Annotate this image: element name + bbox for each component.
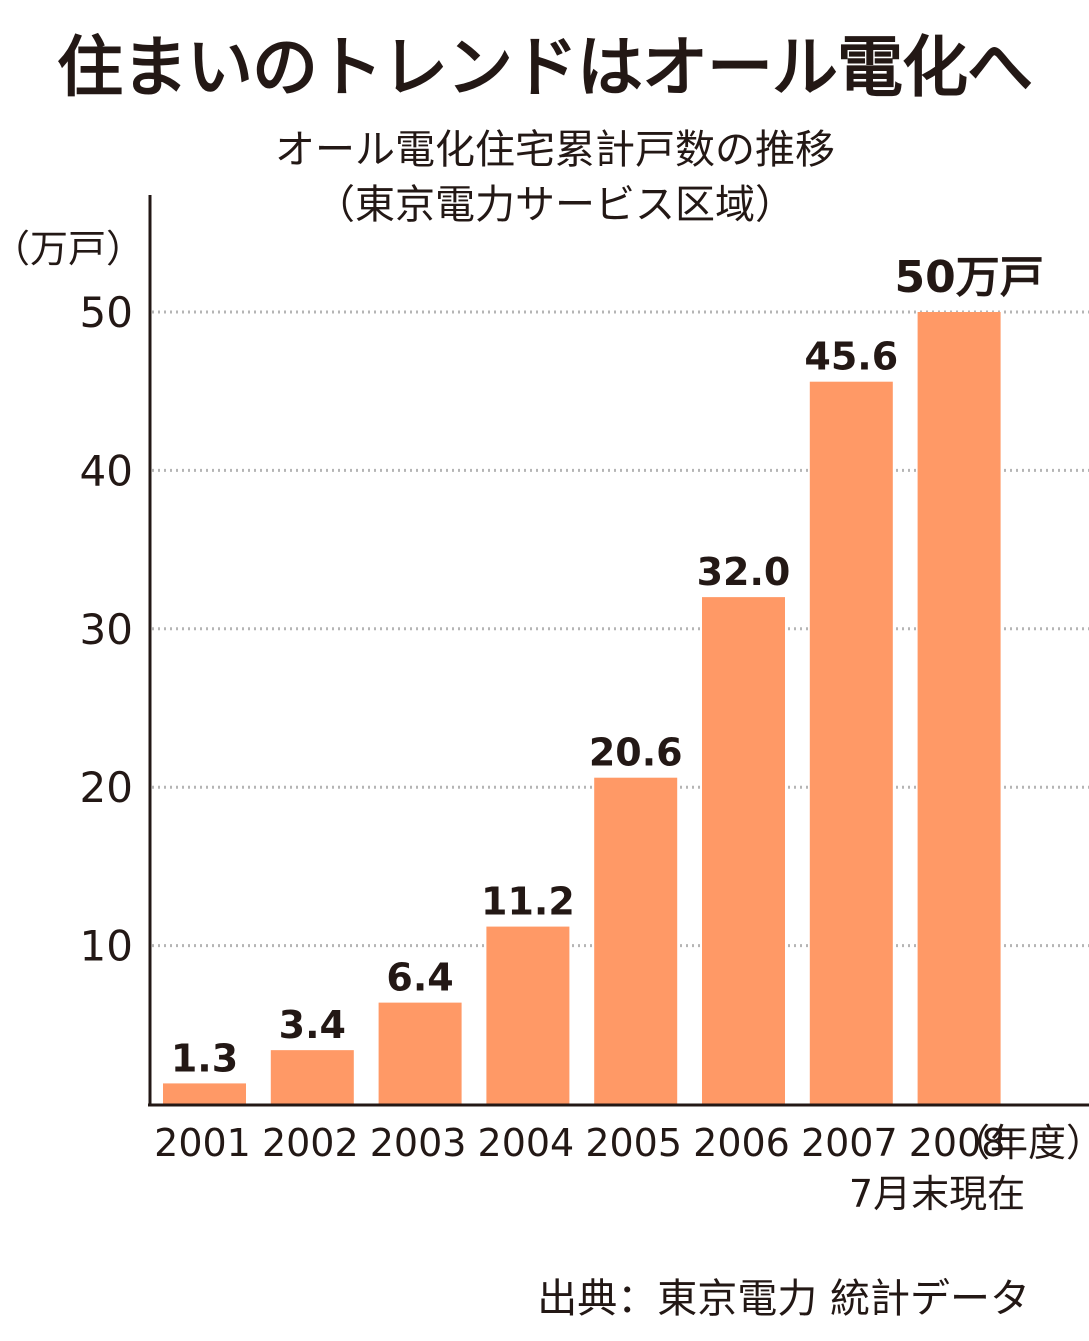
- bar: [594, 777, 678, 1104]
- y-axis-unit: （万戸）: [0, 227, 144, 271]
- value-label: 20.6: [589, 731, 683, 775]
- y-tick-label: 40: [80, 446, 133, 495]
- bar: [270, 1050, 354, 1104]
- x-tick-label: 2002: [262, 1121, 359, 1165]
- x-tick-label: 2006: [693, 1121, 790, 1165]
- value-label: 50万戸: [894, 252, 1043, 303]
- y-tick-label: 30: [80, 605, 133, 654]
- value-label: 1.3: [171, 1036, 238, 1080]
- x-tick-label: 2001: [154, 1121, 251, 1165]
- category-note: 7月末現在: [849, 1172, 1025, 1216]
- value-labels: 1.3 3.4 6.4 11.2 20.6 32.0 45.6 50万戸: [171, 252, 1044, 1080]
- bar: [378, 1002, 462, 1104]
- value-label: 45.6: [804, 335, 898, 379]
- headline: 住まいのトレンドはオール電化へ: [57, 29, 1033, 106]
- value-label: 3.4: [279, 1003, 346, 1047]
- chart-subtitle: （東京電力サービス区域）: [315, 182, 795, 228]
- x-tick-label: 2007: [801, 1121, 898, 1165]
- bar: [809, 381, 893, 1104]
- x-tick-label: 2008: [909, 1121, 1006, 1165]
- y-tick-label: 50: [80, 288, 133, 337]
- chart-title: オール電化住宅累計戸数の推移: [275, 127, 835, 173]
- x-tick-label: 2005: [585, 1121, 682, 1165]
- bars: [163, 312, 1001, 1104]
- bar: [163, 1083, 246, 1104]
- x-tick-label: 2004: [478, 1121, 575, 1165]
- y-tick-labels: 10 20 30 40 50: [80, 288, 133, 971]
- x-tick-labels: 2001 2002 2003 2004 2005 2006 2007 2008: [154, 1121, 1005, 1165]
- y-tick-label: 10: [80, 922, 133, 971]
- source-note: 出典：東京電力 統計データ: [537, 1276, 1030, 1322]
- bar: [917, 312, 1001, 1104]
- bar: [486, 926, 570, 1104]
- x-axis-unit: （年度）: [952, 1121, 1089, 1165]
- y-tick-label: 20: [80, 763, 133, 812]
- value-label: 11.2: [481, 880, 575, 924]
- x-tick-label: 2003: [370, 1121, 467, 1165]
- value-label: 32.0: [697, 550, 791, 594]
- value-label: 6.4: [386, 956, 453, 1000]
- bar: [702, 597, 785, 1104]
